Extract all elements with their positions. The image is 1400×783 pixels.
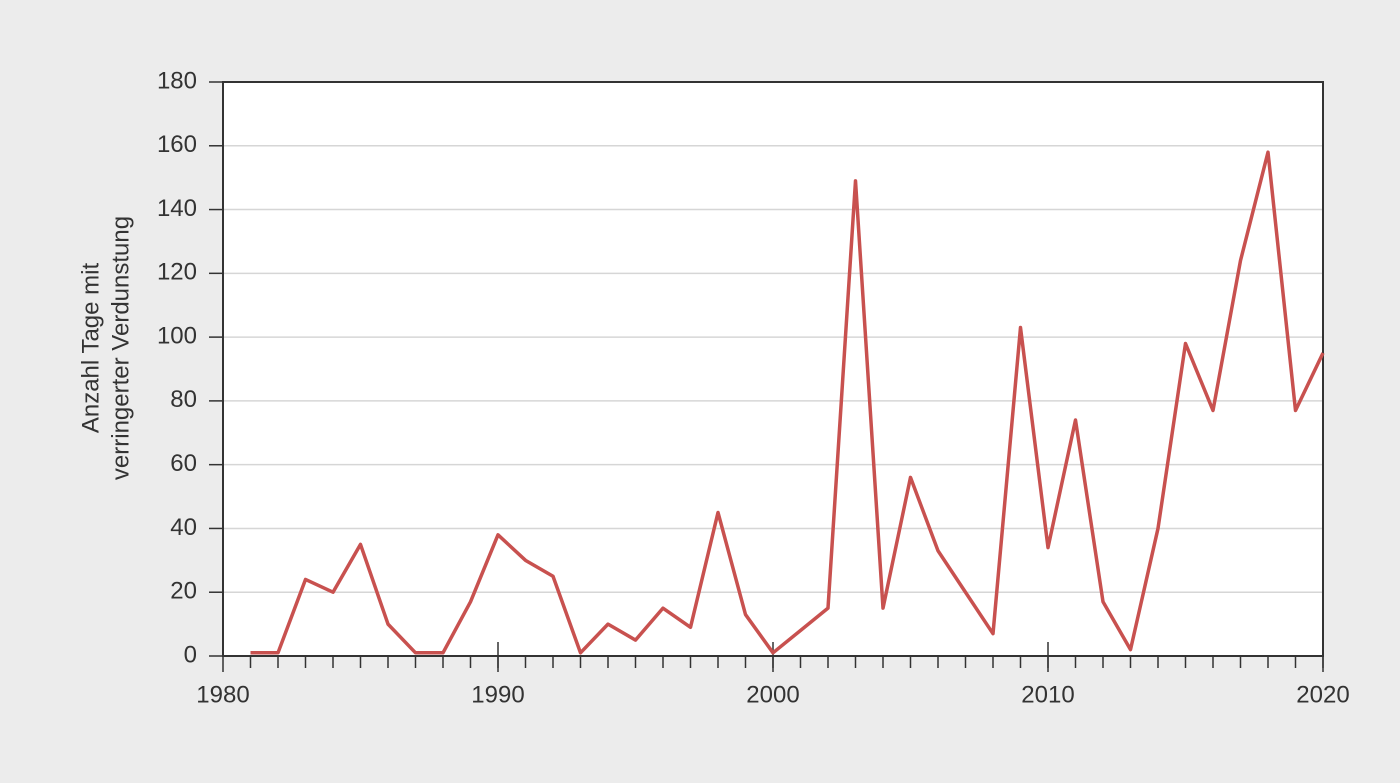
x-tick-label: 2010 [1021, 681, 1074, 708]
y-tick-label: 120 [157, 259, 197, 286]
y-tick-label: 60 [170, 450, 197, 477]
x-tick-label: 2000 [746, 681, 799, 708]
plot-area [223, 82, 1323, 656]
y-tick-label: 80 [170, 386, 197, 413]
x-tick-label: 1990 [471, 681, 524, 708]
y-tick-label: 160 [157, 131, 197, 158]
x-tick-label: 1980 [196, 681, 249, 708]
y-tick-label: 40 [170, 514, 197, 541]
y-tick-label: 180 [157, 67, 197, 94]
y-tick-label: 140 [157, 195, 197, 222]
y-tick-label: 100 [157, 322, 197, 349]
y-axis-label: Anzahl Tage mit [77, 263, 104, 434]
x-tick-label: 2020 [1296, 681, 1349, 708]
y-tick-label: 0 [184, 641, 197, 668]
plot-frame [222, 81, 1324, 657]
y-axis-label: verringerter Verdunstung [107, 216, 134, 480]
data-line [250, 150, 1325, 655]
y-tick-label: 20 [170, 578, 197, 605]
